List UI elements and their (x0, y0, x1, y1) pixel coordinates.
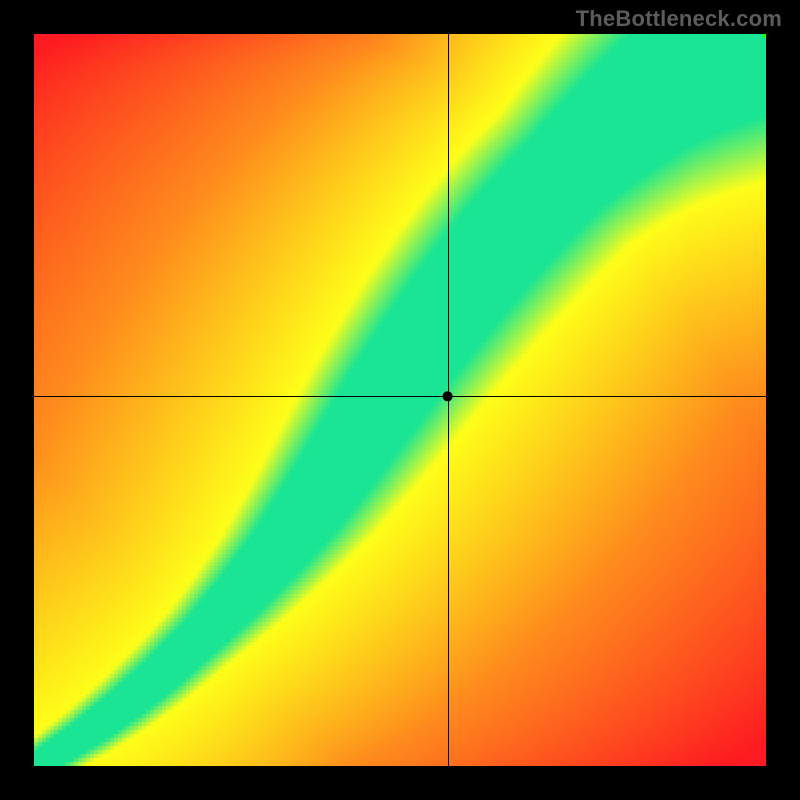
figure-root: { "watermark": { "text": "TheBottleneck.… (0, 0, 800, 800)
watermark-text: TheBottleneck.com (576, 6, 782, 32)
bottleneck-heatmap (0, 0, 800, 800)
